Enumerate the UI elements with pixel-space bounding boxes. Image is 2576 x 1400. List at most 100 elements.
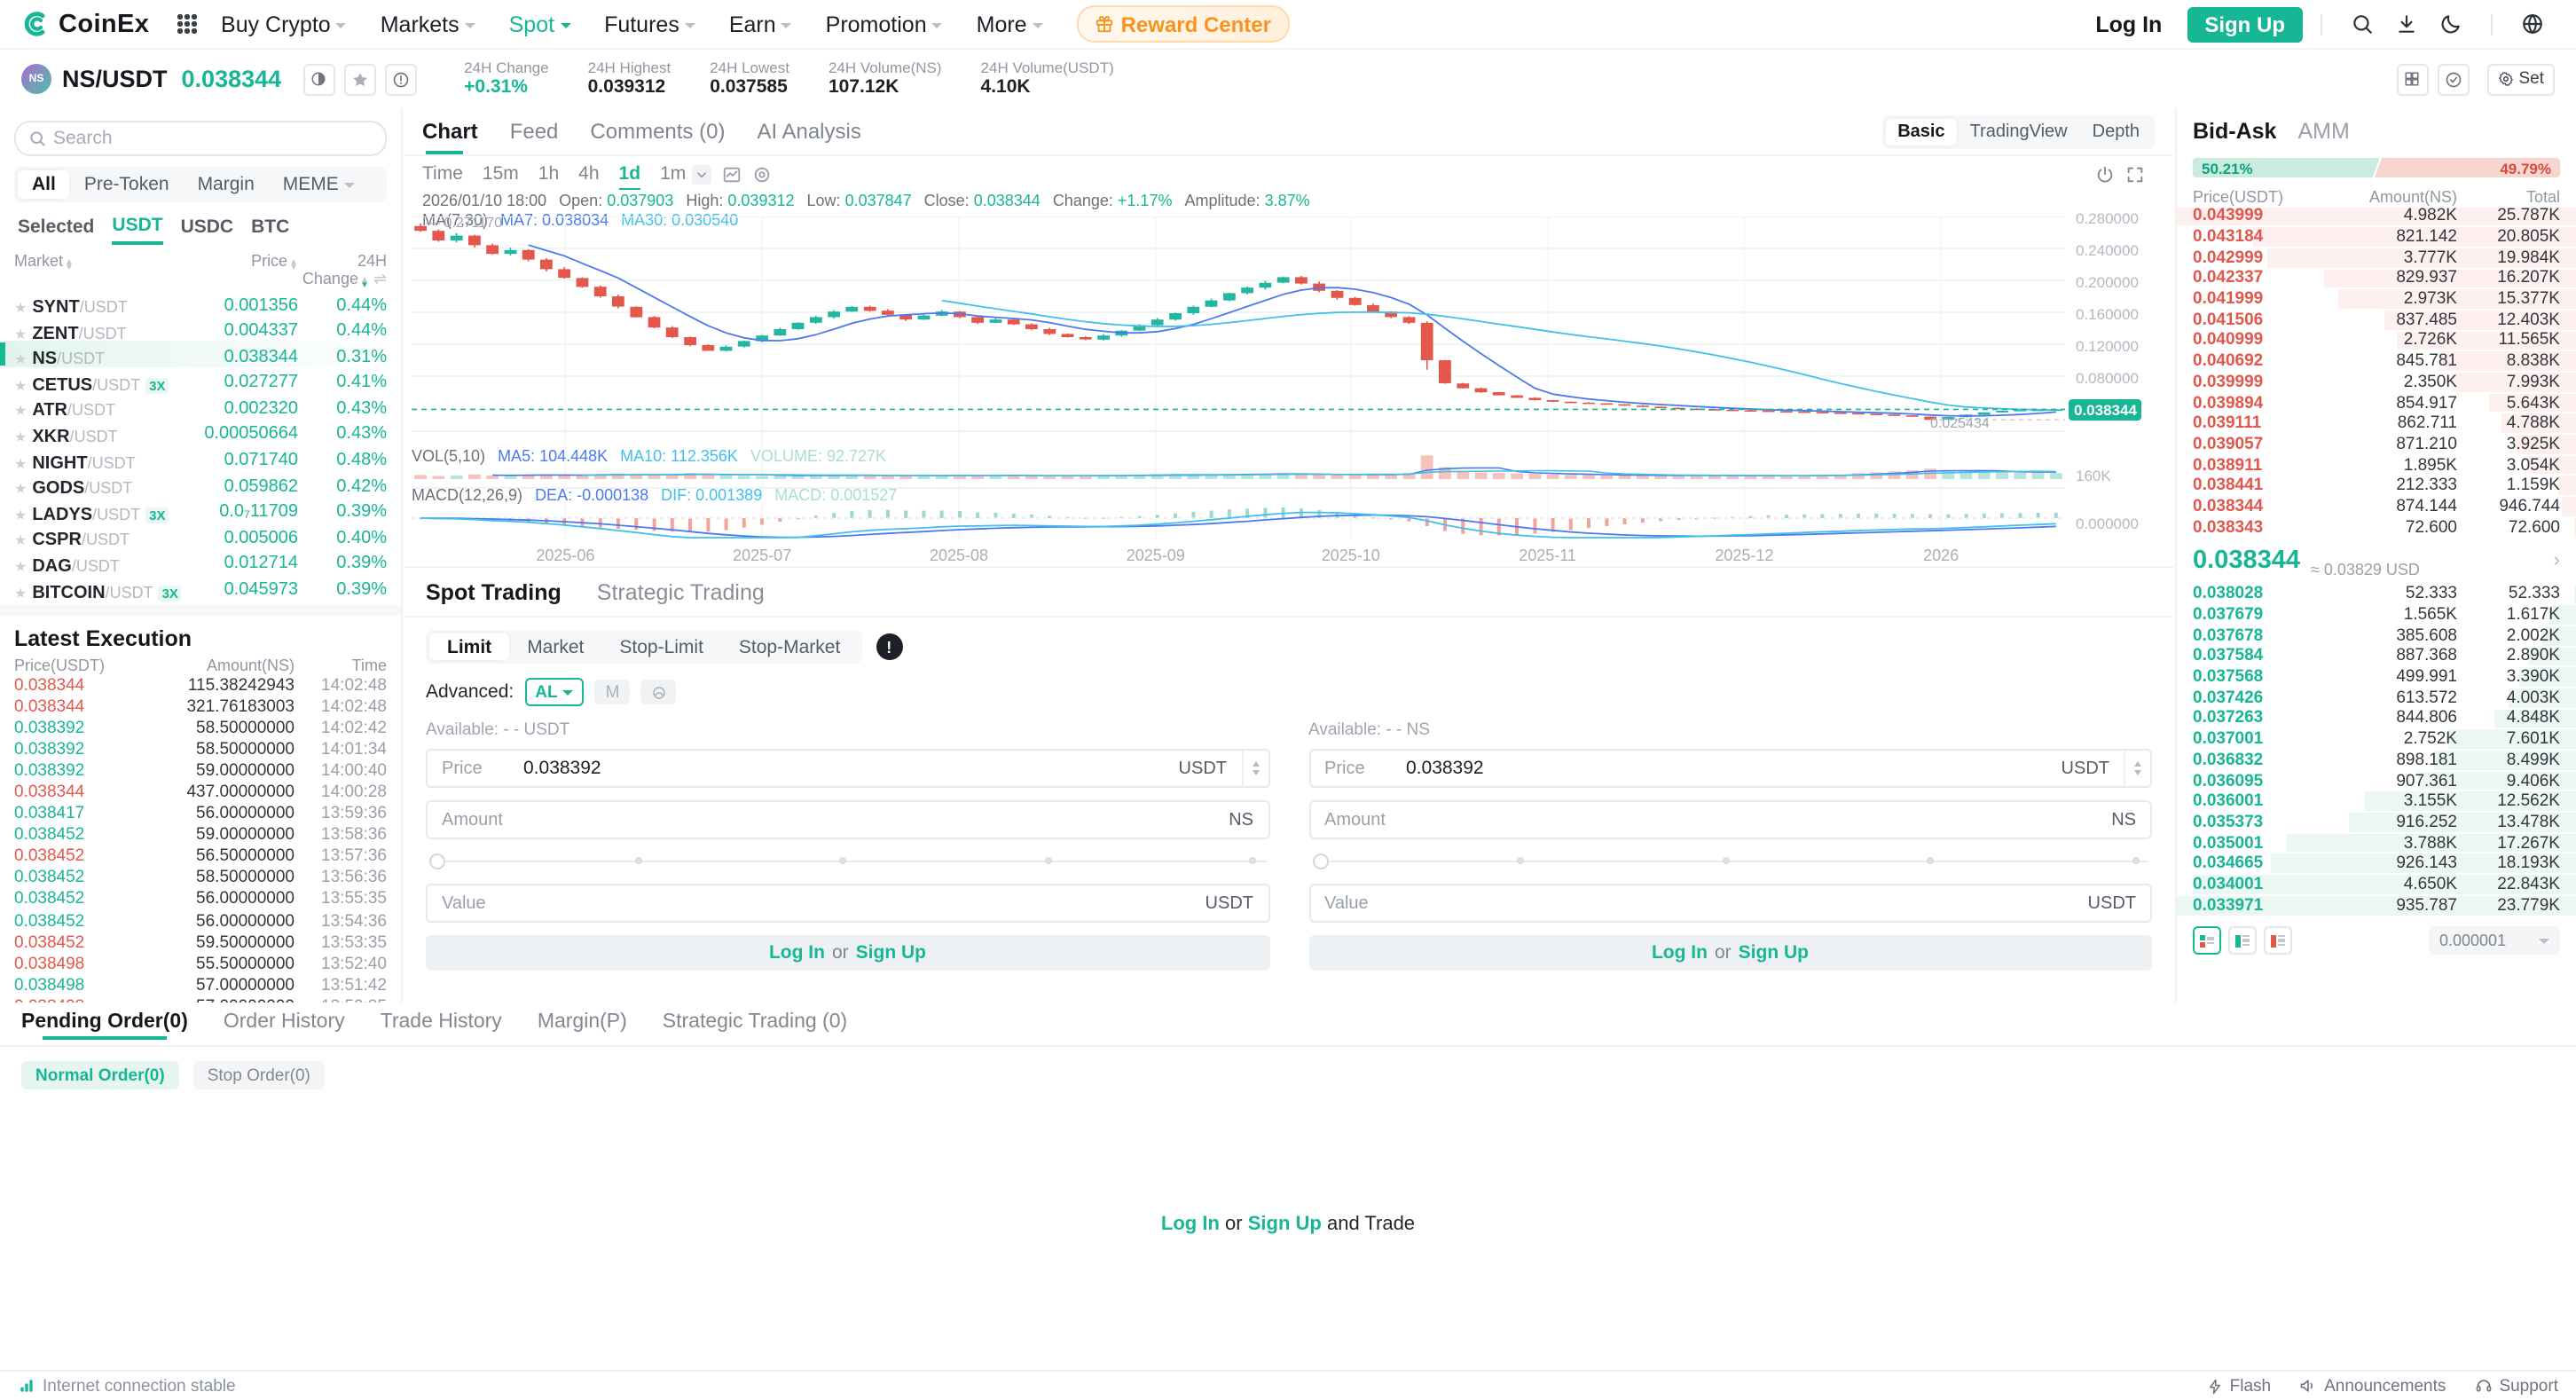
bid-row[interactable]: 0.037679 1.565K 1.617K xyxy=(2177,604,2576,625)
signup-button[interactable]: Sign Up xyxy=(2187,6,2303,42)
order-type-stop-limit[interactable]: Stop-Limit xyxy=(619,636,703,657)
ask-row[interactable]: 0.042999 3.777K 19.984K xyxy=(2177,248,2576,268)
favorite-star-icon[interactable]: ★ xyxy=(14,326,27,342)
view-tradingview[interactable]: TradingView xyxy=(1969,122,2068,141)
favorite-star-icon[interactable]: ★ xyxy=(14,558,27,575)
bid-row[interactable]: 0.037678 385.608 2.002K xyxy=(2177,625,2576,646)
ask-row[interactable]: 0.039057 871.210 3.925K xyxy=(2177,434,2576,454)
tab-margin[interactable]: Margin(P) xyxy=(537,1011,627,1033)
nav-item-earn[interactable]: Earn xyxy=(729,12,792,36)
candlestick-chart[interactable]: — 0.271170 0.025434 xyxy=(412,215,2065,539)
favorite-star-icon[interactable]: ★ xyxy=(14,532,27,549)
favorite-star-icon[interactable]: ★ xyxy=(14,429,27,445)
sell-amount-slider[interactable] xyxy=(1312,852,2148,869)
market-row[interactable]: ★ XKR/USDT 0.00050664 0.43% xyxy=(0,419,401,447)
advanced-al-select[interactable]: AL xyxy=(524,678,585,706)
bid-row[interactable]: 0.035001 3.788K 17.267K xyxy=(2177,833,2576,853)
sell-value-field[interactable]: Value USDT xyxy=(1308,884,2152,923)
ask-row[interactable]: 0.039894 854.917 5.643K xyxy=(2177,392,2576,413)
language-globe-icon[interactable] xyxy=(2521,12,2544,35)
bid-row[interactable]: 0.036001 3.155K 12.562K xyxy=(2177,791,2576,812)
market-row[interactable]: ★ CETUS/USDT 3X 0.027277 0.41% xyxy=(0,367,401,396)
bid-row[interactable]: 0.037001 2.752K 7.601K xyxy=(2177,729,2576,750)
tab-bid-ask[interactable]: Bid-Ask xyxy=(2193,119,2277,144)
fullscreen-icon[interactable] xyxy=(2125,164,2145,184)
search-icon[interactable] xyxy=(2351,12,2374,35)
sell-login-signup-button[interactable]: Log In or Sign Up xyxy=(1308,935,2152,971)
column-price[interactable]: Price ▲ ▼ xyxy=(251,252,298,273)
sell-amount-field[interactable]: Amount NS xyxy=(1308,800,2152,839)
slider-handle[interactable] xyxy=(429,853,445,869)
tab-feed[interactable]: Feed xyxy=(509,119,559,144)
view-depth[interactable]: Depth xyxy=(2092,122,2140,141)
bid-row[interactable]: 0.037568 499.991 3.390K xyxy=(2177,667,2576,688)
favorite-star-icon[interactable]: ★ xyxy=(14,455,27,472)
verified-badge-icon[interactable] xyxy=(2437,63,2470,95)
pair-name[interactable]: NS/USDT xyxy=(62,66,168,92)
slider-handle[interactable] xyxy=(1312,853,1328,869)
bid-row[interactable]: 0.033971 935.787 23.779K xyxy=(2177,895,2576,916)
bid-row[interactable]: 0.037426 613.572 4.003K xyxy=(2177,688,2576,708)
tab-amm[interactable]: AMM xyxy=(2297,119,2350,144)
bid-row[interactable]: 0.036095 907.361 9.406K xyxy=(2177,770,2576,790)
quote-tab-usdt[interactable]: USDT xyxy=(112,215,163,245)
favorite-star-icon[interactable] xyxy=(343,63,376,95)
precision-select[interactable]: 0.000001 xyxy=(2429,926,2560,955)
buy-price-field[interactable]: Price 0.038392 USDT xyxy=(426,749,1269,788)
nav-item-promotion[interactable]: Promotion xyxy=(826,12,943,36)
filter-tab-margin[interactable]: Margin xyxy=(197,174,255,195)
market-row[interactable]: ★ DAG/USDT 0.012714 0.39% xyxy=(0,548,401,577)
brand-name[interactable]: CoinEx xyxy=(59,10,150,38)
favorite-star-icon[interactable]: ★ xyxy=(14,300,27,316)
layout-icon[interactable] xyxy=(2396,63,2429,95)
bid-row[interactable]: 0.038028 52.333 52.333 xyxy=(2177,584,2576,604)
filter-tab-meme[interactable]: MEME xyxy=(269,170,369,199)
market-row[interactable]: ★ ZENT/USDT 0.004337 0.44% xyxy=(0,315,401,343)
chart-power-icon[interactable] xyxy=(2095,164,2115,184)
market-row[interactable]: ★ NS/USDT 0.038344 0.31% xyxy=(0,341,401,369)
apps-grid-icon[interactable] xyxy=(177,14,197,34)
subtab-stop-order[interactable]: Stop Order(0) xyxy=(192,1061,325,1089)
ask-row[interactable]: 0.041506 837.485 12.403K xyxy=(2177,310,2576,330)
chevron-down-icon[interactable] xyxy=(691,164,711,184)
ask-row[interactable]: 0.038911 1.895K 3.054K xyxy=(2177,455,2576,476)
favorite-star-icon[interactable]: ★ xyxy=(14,351,27,368)
settings-button[interactable]: Set xyxy=(2486,63,2555,95)
subtab-normal-order[interactable]: Normal Order(0) xyxy=(21,1061,179,1089)
mid-price-row[interactable]: 0.038344 ≈ 0.03829 USD › xyxy=(2177,538,2576,584)
filter-tab-pre-token[interactable]: Pre-Token xyxy=(83,174,169,195)
buy-login-signup-button[interactable]: Log In or Sign Up xyxy=(426,935,1269,971)
tab-comments[interactable]: Comments (0) xyxy=(590,119,726,144)
market-search-input[interactable]: Search xyxy=(14,121,387,156)
bid-row[interactable]: 0.034665 926.143 18.193K xyxy=(2177,853,2576,874)
market-row[interactable]: ★ ATR/USDT 0.002320 0.43% xyxy=(0,393,401,421)
tab-strategic-trading[interactable]: Strategic Trading xyxy=(596,579,765,604)
column-24h-change[interactable]: 24H Change ▲ ▼ ⇌ xyxy=(302,252,387,291)
tab-order-history[interactable]: Order History xyxy=(223,1011,345,1033)
tf-1h[interactable]: 1h xyxy=(538,163,560,185)
book-view-bids-icon[interactable] xyxy=(2228,926,2257,955)
nav-item-buy-crypto[interactable]: Buy Crypto xyxy=(221,12,347,36)
market-row[interactable]: ★ CSPR/USDT 0.005006 0.40% xyxy=(0,523,401,551)
price-stepper[interactable] xyxy=(1241,751,1268,786)
iceberg-toggle-icon[interactable] xyxy=(640,680,677,704)
maker-only-toggle[interactable]: M xyxy=(594,680,631,704)
dark-mode-moon-icon[interactable] xyxy=(2439,12,2462,35)
indicator-settings-icon[interactable] xyxy=(751,164,771,184)
favorite-star-icon[interactable]: ★ xyxy=(14,507,27,523)
tab-chart[interactable]: Chart xyxy=(422,108,478,154)
ask-row[interactable]: 0.043184 821.142 20.805K xyxy=(2177,226,2576,247)
reward-center-button[interactable]: Reward Center xyxy=(1076,5,1289,43)
buy-amount-slider[interactable] xyxy=(429,852,1266,869)
bid-row[interactable]: 0.034001 4.650K 22.843K xyxy=(2177,874,2576,894)
tf-1d[interactable]: 1d xyxy=(618,163,641,190)
nav-item-spot[interactable]: Spot xyxy=(509,12,571,36)
announcements-link[interactable]: Announcements xyxy=(2299,1376,2446,1396)
login-button[interactable]: Log In xyxy=(2095,12,2163,36)
coinex-logo-icon[interactable] xyxy=(21,9,51,39)
bid-row[interactable]: 0.036832 898.181 8.499K xyxy=(2177,750,2576,770)
ask-row[interactable]: 0.041999 2.973K 15.377K xyxy=(2177,289,2576,310)
price-stepper[interactable] xyxy=(2124,751,2150,786)
ask-row[interactable]: 0.038441 212.333 1.159K xyxy=(2177,476,2576,496)
